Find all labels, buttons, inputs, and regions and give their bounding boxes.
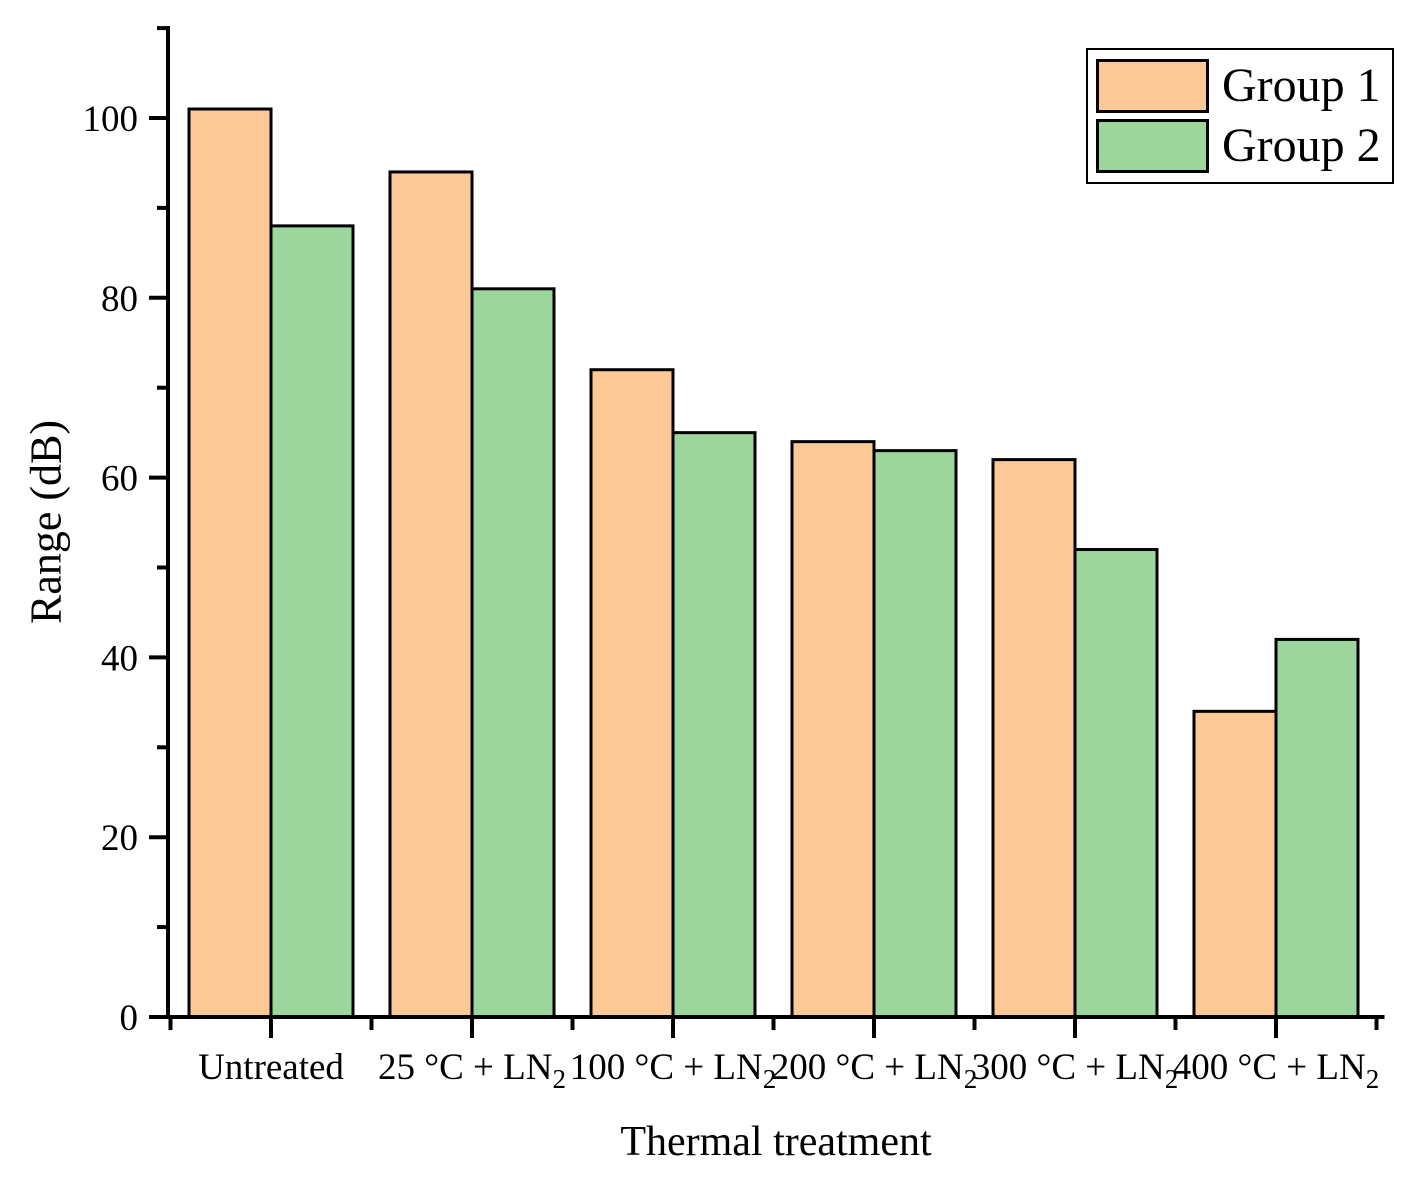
bar-group-1-4 xyxy=(991,458,1077,1019)
bar-group-2-0 xyxy=(269,224,355,1019)
bar-group-2-3 xyxy=(872,449,958,1019)
x-axis-title: Thermal treatment xyxy=(620,1119,932,1165)
bar-group-1-2 xyxy=(589,368,675,1019)
y-tick-label-40: 40 xyxy=(101,638,138,679)
y-tick-label-0: 0 xyxy=(120,998,139,1039)
bar-group-2-2 xyxy=(671,431,757,1019)
legend: Group 1 Group 2 xyxy=(1086,48,1394,184)
bar-group-2-5 xyxy=(1274,637,1360,1019)
legend-item-group-2: Group 2 xyxy=(1096,116,1384,176)
legend-label-group-2: Group 2 xyxy=(1222,119,1381,172)
legend-swatch-group-1 xyxy=(1096,59,1209,113)
x-tick-label-1: 25 °C + LN2 xyxy=(378,1047,566,1094)
bar-group-1-1 xyxy=(388,170,474,1019)
y-tick-label-20: 20 xyxy=(101,818,138,859)
legend-swatch-group-2 xyxy=(1096,119,1209,173)
bar-group-1-3 xyxy=(790,440,876,1019)
legend-item-group-1: Group 1 xyxy=(1096,56,1384,116)
bar-group-2-4 xyxy=(1073,548,1159,1019)
y-tick-label-100: 100 xyxy=(83,99,139,140)
x-tick-label-3: 200 °C + LN2 xyxy=(771,1047,977,1094)
y-tick-label-80: 80 xyxy=(101,279,138,320)
y-tick-label-60: 60 xyxy=(101,459,138,500)
bar-group-2-1 xyxy=(470,287,556,1019)
legend-label-group-1: Group 1 xyxy=(1222,59,1381,112)
x-tick-label-4: 300 °C + LN2 xyxy=(972,1047,1178,1094)
x-tick-label-2: 100 °C + LN2 xyxy=(570,1047,776,1094)
bar-group-1-0 xyxy=(187,107,273,1019)
y-axis-title: Range (dB) xyxy=(21,419,71,625)
bar-group-1-5 xyxy=(1192,709,1278,1019)
x-tick-label-5: 400 °C + LN2 xyxy=(1173,1047,1379,1094)
x-tick-label-0: Untreated xyxy=(198,1047,344,1088)
